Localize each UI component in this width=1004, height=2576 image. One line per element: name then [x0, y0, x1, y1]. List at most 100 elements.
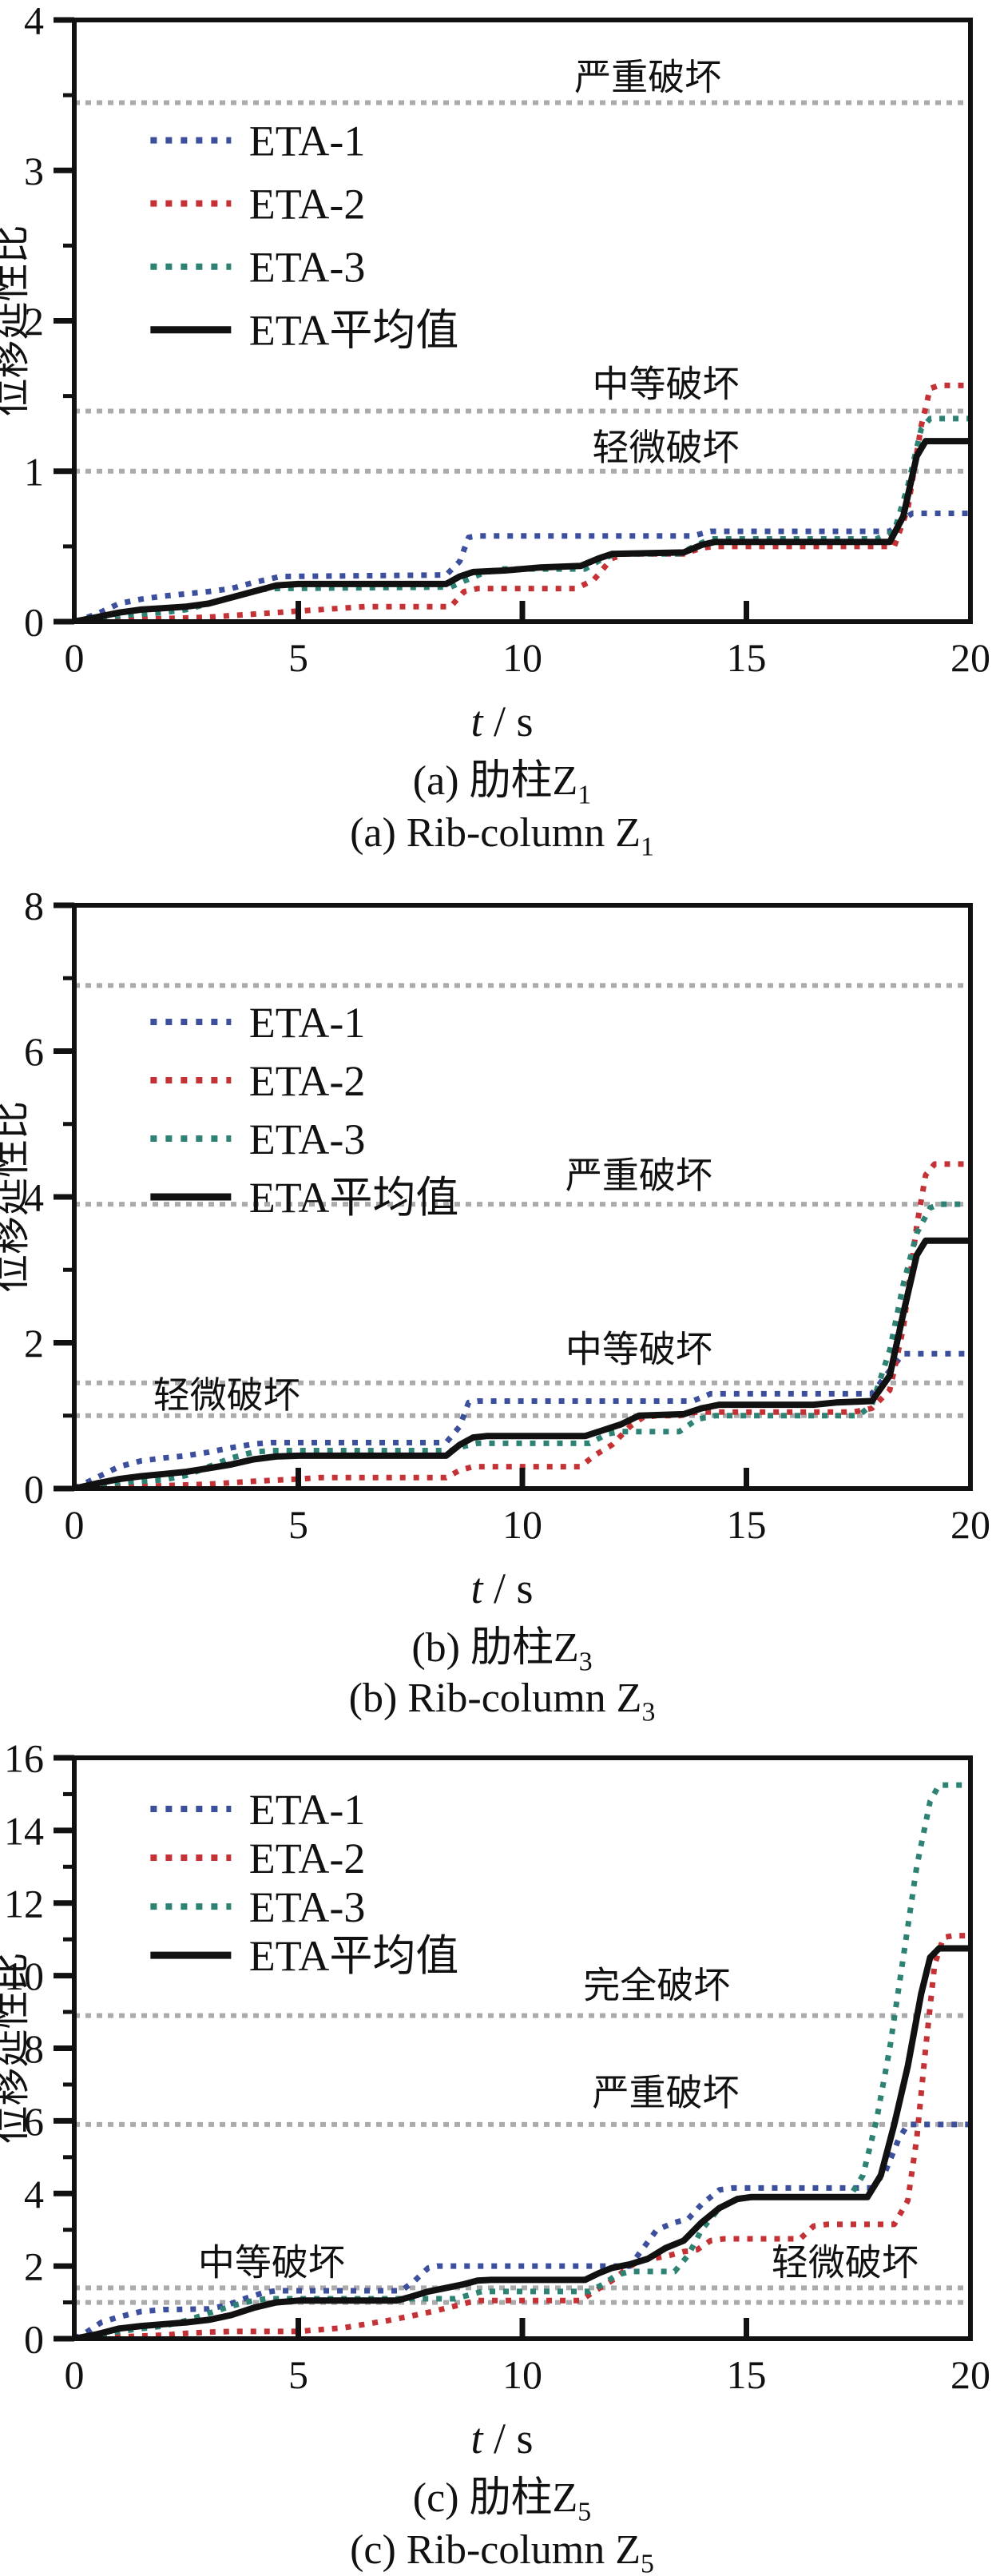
y-tick-label: 16 — [4, 1736, 44, 1781]
legend-label-ETA-2: ETA-2 — [249, 181, 366, 229]
caption-zh-b-text: (b) 肋柱Z — [411, 1625, 579, 1671]
x-tick-label: 0 — [65, 635, 85, 680]
x-axis-unit: / s — [482, 2415, 534, 2463]
x-axis-label: t / s — [0, 698, 1004, 745]
legend-label-ETA平均值: ETA平均值 — [249, 307, 459, 355]
y-tick-label: 10 — [4, 1954, 44, 1998]
series-line-ETA平均值 — [74, 438, 970, 622]
caption-en-a: (a) Rib-column Z1 — [0, 809, 1004, 863]
damage-level-label: 严重破坏 — [593, 2073, 740, 2113]
series-line-ETA-3 — [74, 1201, 970, 1489]
y-axis-label: 位移延性比 — [0, 1101, 33, 1293]
caption-en-c-sub: 5 — [641, 2549, 654, 2576]
y-tick-label: 6 — [24, 1029, 44, 1074]
x-tick-label: 0 — [65, 2352, 85, 2397]
caption-zh-c-sub: 5 — [577, 2497, 592, 2527]
y-tick-label: 4 — [24, 2172, 44, 2216]
x-tick-label: 5 — [288, 2352, 308, 2397]
legend-label-ETA-3: ETA-3 — [249, 1115, 366, 1163]
caption-zh-c-text: (c) 肋柱Z — [412, 2475, 578, 2521]
caption-zh-b: (b) 肋柱Z3 — [0, 1624, 1004, 1686]
damage-level-label: 中等破坏 — [565, 1330, 712, 1370]
x-tick-label: 5 — [288, 635, 308, 680]
y-tick-label: 2 — [24, 1321, 44, 1366]
caption-en-c: (c) Rib-column Z5 — [0, 2526, 1004, 2576]
caption-en-a-sub: 1 — [641, 832, 654, 862]
caption-zh-a-sub: 1 — [577, 780, 592, 810]
x-tick-label: 10 — [502, 1502, 542, 1547]
damage-level-label: 完全破坏 — [583, 1966, 730, 2006]
figure-rib-column-z1: 严重破坏中等破坏轻微破坏 0 1 2 3 4 0 5 10 15 20 ETA-1 ETA-2 ETA-3… — [0, 0, 1004, 863]
y-tick-label: 4 — [24, 0, 44, 43]
y-axis-label: 位移延性比 — [0, 1952, 33, 2144]
caption-zh-a-text: (a) 肋柱Z — [412, 758, 578, 804]
y-tick-label: 0 — [24, 600, 44, 645]
series-line-ETA-3 — [74, 1782, 970, 2339]
damage-level-label: 中等破坏 — [593, 364, 740, 404]
damage-level-label: 轻微破坏 — [153, 1375, 300, 1416]
damage-level-label: 轻微破坏 — [772, 2242, 919, 2283]
damage-level-label: 严重破坏 — [574, 58, 721, 98]
y-tick-label: 0 — [24, 2317, 44, 2362]
damage-level-label: 中等破坏 — [198, 2242, 345, 2283]
series-line-ETA平均值 — [74, 1945, 970, 2339]
x-axis-label: t / s — [0, 2415, 1004, 2463]
damage-level-label: 严重破坏 — [565, 1155, 712, 1196]
caption-en-b: (b) Rib-column Z3 — [0, 1675, 1004, 1724]
legend-label-ETA平均值: ETA平均值 — [249, 1932, 459, 1980]
series-line-ETA-2 — [74, 1161, 970, 1489]
x-tick-label: 15 — [727, 635, 767, 680]
y-tick-label: 2 — [24, 299, 44, 344]
y-tick-label: 4 — [24, 1175, 44, 1220]
caption-en-b-sub: 3 — [641, 1697, 656, 1724]
y-tick-label: 1 — [24, 449, 44, 494]
y-axis-label: 位移延性比 — [0, 225, 33, 416]
series-line-ETA-1 — [74, 2121, 970, 2339]
x-tick-label: 20 — [950, 1502, 990, 1547]
x-axis-variable: t — [470, 1564, 483, 1612]
x-tick-label: 10 — [502, 635, 542, 680]
legend-label-ETA平均值: ETA平均值 — [249, 1174, 459, 1222]
legend-label-ETA-1: ETA-1 — [249, 999, 366, 1047]
y-tick-label: 3 — [24, 149, 44, 193]
figure-rib-column-z5: 完全破坏严重破坏中等破坏 轻微破坏 0 2 4 6 8 10 12 14 16 0 5 10 15 20 ETA… — [0, 1724, 1004, 2576]
x-tick-label: 20 — [950, 635, 990, 680]
series-line-ETA平均值 — [74, 1237, 970, 1489]
y-tick-label: 6 — [24, 2099, 44, 2144]
caption-zh-a: (a) 肋柱Z1 — [0, 757, 1004, 819]
y-tick-label: 8 — [24, 884, 44, 928]
legend-label-ETA-2: ETA-2 — [249, 1057, 366, 1105]
x-tick-label: 10 — [502, 2352, 542, 2397]
damage-level-label: 轻微破坏 — [593, 427, 740, 468]
y-tick-label: 8 — [24, 2026, 44, 2071]
y-tick-label: 2 — [24, 2244, 44, 2289]
x-tick-label: 15 — [727, 1502, 767, 1547]
legend-label-ETA-3: ETA-3 — [249, 244, 366, 292]
x-axis-unit: / s — [482, 698, 534, 745]
y-tick-label: 12 — [4, 1881, 44, 1926]
y-tick-label: 0 — [24, 1467, 44, 1512]
legend-label-ETA-1: ETA-1 — [249, 1786, 366, 1834]
caption-en-c-text: (c) Rib-column Z — [350, 2527, 641, 2573]
x-axis-label: t / s — [0, 1564, 1004, 1612]
legend-label-ETA-1: ETA-1 — [249, 117, 366, 165]
x-tick-label: 15 — [727, 2352, 767, 2397]
y-tick-label: 14 — [4, 1808, 44, 1853]
caption-en-b-text: (b) Rib-column Z — [348, 1676, 642, 1721]
caption-zh-c: (c) 肋柱Z5 — [0, 2475, 1004, 2536]
x-axis-variable: t — [470, 698, 483, 745]
legend-label-ETA-3: ETA-3 — [249, 1883, 366, 1931]
legend-label-ETA-2: ETA-2 — [249, 1835, 366, 1882]
x-axis-unit: / s — [482, 1564, 534, 1612]
x-axis-variable: t — [470, 2415, 483, 2463]
series-line-ETA-1 — [74, 1350, 970, 1489]
x-tick-label: 20 — [950, 2352, 990, 2397]
caption-zh-b-sub: 3 — [578, 1647, 593, 1677]
figure-rib-column-z3: 严重破坏 中等破坏 轻微破坏 0 2 4 6 8 0 5 10 15 20 ETA-1 ETA-2 ETA-3… — [0, 863, 1004, 1725]
caption-en-a-text: (a) Rib-column Z — [350, 810, 641, 856]
x-tick-label: 5 — [288, 1502, 308, 1547]
